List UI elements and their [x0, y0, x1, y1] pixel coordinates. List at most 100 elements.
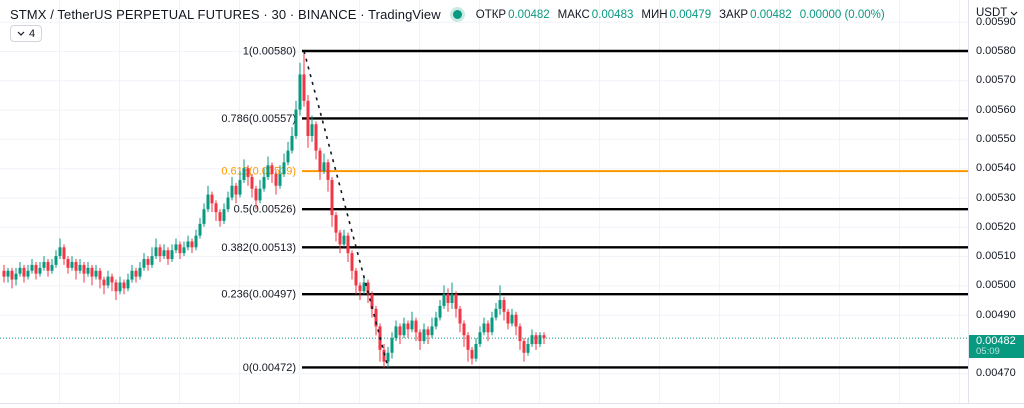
candle-body-down — [66, 259, 70, 268]
price-tick: 0.00520 — [976, 220, 1016, 233]
legend-collapse-badge[interactable]: 4 — [10, 25, 43, 42]
candle-body-up — [430, 326, 434, 336]
candle-body-up — [290, 135, 294, 151]
change-value: 0.00000 (0.00%) — [799, 8, 885, 21]
currency-selector[interactable]: USDT — [976, 7, 1018, 19]
candle-body-up — [498, 300, 502, 309]
price-tick: 0.00550 — [976, 132, 1016, 145]
chevron-down-icon — [17, 31, 25, 36]
candle-body-up — [118, 282, 122, 292]
candle-body-up — [438, 305, 442, 318]
candle-body-up — [442, 294, 446, 306]
price-tick: 0.00530 — [976, 191, 1016, 204]
candle-body-down — [330, 179, 334, 216]
candle-body-up — [226, 197, 230, 210]
candle-body-up — [26, 270, 30, 277]
close-label: ЗАКР — [719, 8, 749, 21]
open-label: ОТКР — [475, 8, 507, 21]
candle-body-up — [342, 235, 346, 245]
candle-body-down — [158, 247, 162, 257]
price-axis[interactable]: USDT 0.00590 0.00580 0.00570 0.00560 0.00550… — [968, 0, 1024, 403]
candle-body-down — [98, 270, 102, 280]
grid-lines — [0, 0, 968, 403]
candle-body-up — [482, 323, 486, 333]
candle-body-down — [370, 294, 374, 309]
candle-body-down — [34, 264, 38, 274]
candle-body-down — [358, 285, 362, 292]
price-tick: 0.00580 — [976, 45, 1016, 57]
candle-body-up — [258, 188, 262, 201]
candle-body-down — [458, 308, 462, 324]
candles — [2, 51, 546, 368]
price-tick: 0.00490 — [976, 308, 1016, 321]
high-label: МАКС — [557, 8, 590, 21]
fib-retracement: 1(0.00580)0.786(0.00557)0.618(0.00539)0.… — [221, 46, 968, 374]
candle-body-up — [182, 247, 186, 254]
candle-body-down — [62, 247, 66, 260]
chart-pane[interactable]: 1(0.00580) 0.786(0.00557) 0.618(0.00539) 0.… — [0, 0, 968, 403]
candle-body-up — [78, 264, 82, 271]
candle-body-up — [362, 282, 366, 292]
candle-body-up — [38, 267, 42, 274]
candle-body-up — [126, 279, 130, 289]
candle-body-down — [326, 162, 330, 180]
candle-body-down — [314, 124, 318, 151]
candle-body-down — [214, 203, 218, 213]
candle-body-up — [174, 244, 178, 251]
candle-body-up — [6, 270, 10, 277]
low-value: 0.00479 — [669, 8, 712, 21]
candle-body-up — [242, 168, 246, 180]
candle-body-down — [234, 185, 238, 195]
candle-body-down — [414, 320, 418, 333]
open-value: 0.00482 — [508, 8, 550, 21]
candle-body-up — [14, 273, 18, 280]
candle-body-up — [162, 250, 166, 257]
candle-body-down — [318, 150, 322, 172]
candle-body-down — [346, 235, 350, 254]
candle-body-down — [178, 244, 182, 254]
candle-body-up — [18, 267, 22, 274]
candle-body-up — [42, 261, 46, 268]
fib-level-label: 1(0.00580) — [243, 46, 296, 58]
symbol-title[interactable]: STMX / TetherUS PERPETUAL FUTURES · 30 ·… — [10, 7, 441, 22]
candle-body-down — [454, 294, 458, 309]
candle-body-up — [402, 323, 406, 336]
price-tick: 0.00570 — [976, 74, 1016, 87]
candle-body-up — [310, 124, 314, 136]
candle-body-up — [410, 320, 414, 330]
candle-body-up — [138, 267, 142, 277]
candle-body-down — [366, 282, 370, 295]
candle-body-up — [238, 179, 242, 195]
market-status-icon[interactable] — [452, 10, 462, 19]
time-axis[interactable] — [0, 403, 1024, 408]
candle-body-up — [286, 150, 290, 163]
candle-body-down — [254, 188, 258, 201]
low-label: МИН — [641, 8, 668, 21]
candle-body-up — [474, 344, 478, 359]
price-tick: 0.00590 — [976, 15, 1016, 28]
candle-body-down — [534, 335, 538, 344]
candle-body-up — [58, 247, 62, 257]
candle-body-down — [218, 212, 222, 221]
fib-level-label: 0.236(0.00497) — [221, 289, 296, 301]
price-tick: 0.00540 — [976, 162, 1016, 175]
candle-body-up — [94, 270, 98, 277]
candle-body-down — [466, 335, 470, 350]
candle-body-up — [142, 259, 146, 268]
candle-body-down — [146, 259, 150, 265]
candle-body-down — [166, 250, 170, 260]
candle-body-up — [282, 162, 286, 175]
candle-body-down — [406, 323, 410, 330]
candle-body-up — [490, 317, 494, 333]
candle-body-up — [202, 209, 206, 224]
candle-body-up — [266, 165, 270, 177]
candle-body-down — [502, 300, 506, 312]
candle-body-up — [510, 314, 514, 324]
candle-body-down — [470, 349, 474, 359]
candle-body-up — [478, 332, 482, 344]
candle-body-down — [46, 261, 50, 271]
candle-body-down — [418, 332, 422, 342]
candle-body-up — [422, 329, 426, 342]
candle-body-down — [2, 270, 6, 277]
